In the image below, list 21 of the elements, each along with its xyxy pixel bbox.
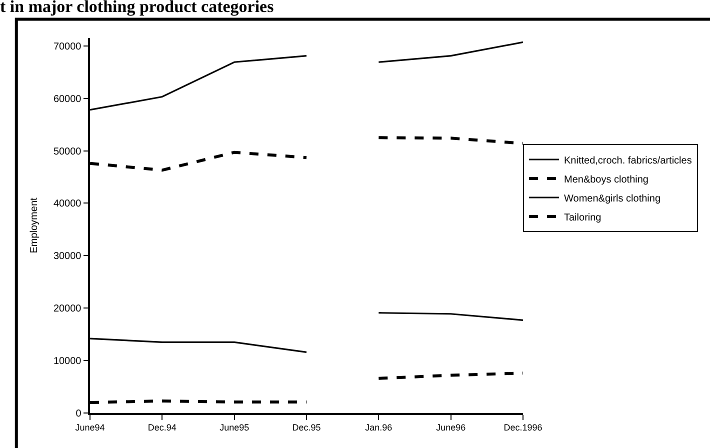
- x-tick-label: Dec.1996: [504, 422, 542, 433]
- x-tick-label: Dec.94: [148, 422, 176, 433]
- x-tick-label: June96: [436, 422, 466, 433]
- legend-label: Tailoring: [564, 212, 602, 224]
- y-tick-label: 70000: [53, 41, 82, 52]
- y-tick-label: 30000: [53, 251, 82, 262]
- x-tick-label: Dec.95: [292, 422, 321, 433]
- y-tick-label: 20000: [53, 304, 82, 315]
- legend-label: Men&boys clothing: [564, 174, 648, 186]
- x-tick-label: June94: [75, 422, 105, 433]
- y-tick-label: 40000: [53, 198, 82, 210]
- x-tick-label: Jan.96: [365, 422, 392, 433]
- legend-label: Women&girls clothing: [564, 193, 661, 204]
- chart-title: t in major clothing product categories: [0, 0, 274, 16]
- y-tick-label: 0: [76, 408, 82, 420]
- y-tick-label: 10000: [53, 356, 82, 368]
- x-tick-label: June95: [220, 422, 250, 433]
- y-tick-label: 60000: [53, 94, 82, 105]
- y-axis-title: Employment: [28, 197, 40, 254]
- legend-label: Knitted,croch. fabrics/articles: [564, 155, 692, 166]
- y-tick-label: 50000: [53, 146, 82, 158]
